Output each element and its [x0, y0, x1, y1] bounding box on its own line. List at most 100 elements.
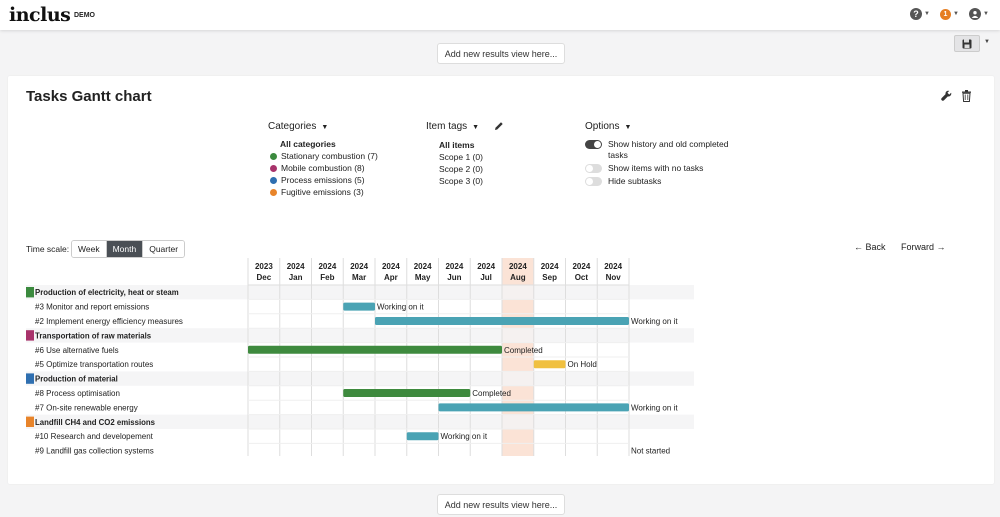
time-scale-label: Time scale:: [26, 244, 70, 254]
month-year-label: 2024: [350, 262, 368, 271]
month-year-label: 2024: [414, 262, 432, 271]
category-label: Mobile combustion (8): [281, 163, 365, 173]
question-circle-icon: ?: [910, 8, 922, 20]
user-menu[interactable]: ▼: [969, 7, 989, 21]
brand-logo[interactable]: inclus: [9, 4, 71, 26]
toggle-switch[interactable]: [585, 140, 602, 149]
user-circle-icon: [969, 8, 981, 20]
group-row-bg: [26, 328, 694, 343]
task-status-label: Working on it: [377, 303, 424, 312]
category-color-dot: [270, 164, 277, 172]
month-label: Apr: [384, 273, 398, 282]
task-status-label: On Hold: [568, 360, 597, 369]
panel-title: Tasks Gantt chart: [26, 88, 152, 105]
option-hide-subtasks[interactable]: Hide subtasks: [585, 176, 661, 186]
month-year-label: 2024: [572, 262, 590, 271]
month-label: Jul: [480, 273, 492, 282]
task-label: #10 Research and developement: [35, 432, 154, 441]
task-label: #8 Process optimisation: [35, 389, 120, 398]
category-label: Stationary combustion (7): [281, 151, 378, 161]
task-label: #7 On-site renewable energy: [35, 403, 138, 412]
task-label: #6 Use alternative fuels: [35, 346, 119, 355]
back-button[interactable]: ← Back: [854, 242, 886, 252]
group-color-marker: [26, 373, 34, 384]
category-label: Process emissions (5): [281, 175, 365, 185]
category-color-dot: [270, 152, 277, 160]
item-tags-label: Item tags: [426, 121, 468, 132]
month-label: Aug: [510, 273, 526, 282]
gantt-panel: Tasks Gantt chart Categories ▼ All catego…: [8, 76, 994, 484]
time-scale-quarter[interactable]: Quarter: [143, 241, 185, 257]
option-show-history[interactable]: Show history and old completed tasks: [585, 139, 738, 161]
toggle-switch[interactable]: [585, 176, 602, 186]
time-scale-week[interactable]: Week: [72, 241, 107, 257]
category-mobile-combustion[interactable]: Mobile combustion (8): [270, 163, 365, 173]
category-stationary-combustion[interactable]: Stationary combustion (7): [270, 151, 378, 161]
notifications-menu[interactable]: 1 ▼: [940, 7, 959, 21]
month-label: Nov: [606, 273, 622, 282]
task-bar: [533, 360, 566, 369]
month-year-label: 2024: [382, 262, 400, 271]
month-year-label: 2024: [477, 262, 495, 271]
option-label: Show history and old completed tasks: [608, 139, 729, 160]
month-label: Feb: [320, 273, 334, 282]
save-options-caret[interactable]: ▼: [984, 39, 990, 45]
task-bar: [343, 389, 471, 397]
wrench-icon[interactable]: [941, 90, 952, 104]
month-year-label: 2024: [509, 262, 527, 271]
pencil-icon[interactable]: [494, 121, 504, 133]
group-color-marker: [26, 330, 34, 341]
month-label: Sep: [542, 273, 557, 282]
month-year-label: 2024: [287, 262, 305, 271]
category-all[interactable]: All categories: [280, 139, 336, 149]
toggle-switch[interactable]: [585, 163, 602, 173]
save-button[interactable]: [954, 35, 980, 52]
help-menu[interactable]: ? ▼: [910, 7, 930, 21]
add-results-view-button-top[interactable]: Add new results view here...: [437, 43, 565, 64]
floppy-disk-icon: [962, 39, 972, 48]
categories-label: Categories: [268, 121, 317, 132]
option-show-items-no-tasks[interactable]: Show items with no tasks: [585, 163, 703, 173]
time-scale-month[interactable]: Month: [106, 241, 144, 257]
month-year-label: 2023: [255, 262, 273, 271]
category-color-dot: [270, 176, 277, 184]
group-row-bg: [26, 414, 694, 429]
group-label: Transportation of raw materials: [35, 331, 152, 340]
month-year-label: 2024: [604, 262, 622, 271]
tag-label: All items: [439, 140, 475, 150]
tag-scope-1[interactable]: Scope 1 (0): [439, 152, 483, 162]
group-row-bg: [26, 371, 694, 386]
brand-tag: DEMO: [74, 12, 95, 19]
option-label: Show items with no tasks: [608, 163, 704, 173]
tag-scope-2[interactable]: Scope 2 (0): [439, 164, 483, 174]
month-label: Oct: [575, 273, 589, 282]
group-label: Landfill CH4 and CO2 emissions: [35, 418, 156, 427]
item-tags-dropdown[interactable]: Item tags ▼: [426, 121, 480, 132]
trash-icon[interactable]: [961, 90, 972, 102]
category-color-dot: [270, 188, 277, 196]
category-label: Fugitive emissions (3): [281, 187, 364, 197]
month-label: Mar: [352, 273, 366, 282]
task-status-label: Working on it: [631, 317, 678, 326]
task-status-label: Working on it: [631, 403, 678, 412]
forward-button[interactable]: Forward →: [901, 242, 946, 252]
task-status-label: Completed: [472, 389, 511, 398]
group-color-marker: [26, 416, 34, 427]
options-dropdown[interactable]: Options ▼: [585, 121, 632, 132]
task-status-label: Working on it: [441, 432, 488, 441]
add-results-view-button-bottom[interactable]: Add new results view here...: [437, 494, 565, 515]
tag-all-items[interactable]: All items: [439, 140, 474, 150]
month-label: Dec: [257, 273, 272, 282]
tag-label: Scope 2 (0): [439, 164, 483, 174]
group-label: Production of electricity, heat or steam: [35, 288, 179, 297]
task-bar: [375, 317, 629, 325]
task-label: #9 Landfill gas collection systems: [35, 447, 154, 456]
categories-dropdown[interactable]: Categories ▼: [268, 121, 329, 132]
category-fugitive-emissions[interactable]: Fugitive emissions (3): [270, 187, 364, 197]
task-bar: [406, 432, 439, 441]
month-year-label: 2024: [445, 262, 463, 271]
tag-scope-3[interactable]: Scope 3 (0): [439, 176, 483, 186]
month-year-label: 2024: [541, 262, 559, 271]
category-process-emissions[interactable]: Process emissions (5): [270, 175, 365, 185]
gantt-chart: 2023 Dec 2024 Jan 2024 Feb 2024 Mar 2024 Apr 2024 M…: [26, 258, 694, 456]
